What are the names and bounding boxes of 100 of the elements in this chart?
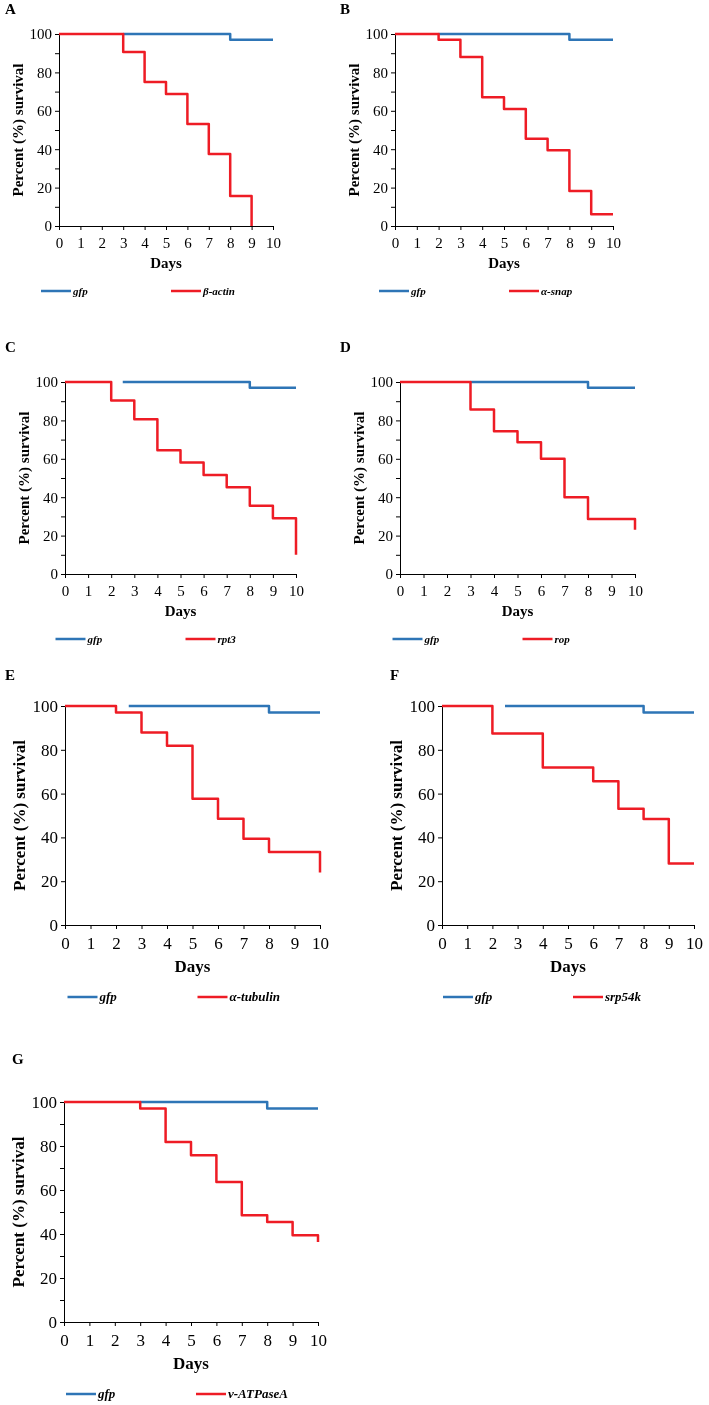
y-tick-label: 80 — [418, 740, 435, 760]
x-tick-label: 8 — [226, 235, 235, 251]
legend-label: gfp — [72, 285, 89, 297]
x-tick-label: 5 — [514, 583, 522, 599]
y-tick-label: 60 — [40, 1180, 57, 1200]
y-tick-label: 60 — [373, 103, 388, 120]
x-tick-label: 7 — [614, 934, 624, 953]
legend-label: α-snap — [541, 285, 573, 297]
y-axis-title: Percent (%) survival — [16, 411, 33, 545]
y-tick-label: 100 — [31, 1092, 57, 1112]
x-tick-label: 0 — [438, 934, 447, 953]
x-tick-label: 9 — [665, 934, 674, 953]
legend-label: v-ATPaseA — [228, 1386, 289, 1401]
x-tick-label: 2 — [488, 934, 498, 953]
x-tick-label: 3 — [513, 934, 523, 953]
x-tick-label: 4 — [163, 934, 173, 953]
x-tick-label: 10 — [310, 1331, 327, 1350]
x-tick-label: 0 — [61, 583, 70, 599]
y-tick-label: 0 — [385, 566, 393, 583]
y-tick-label: 20 — [40, 1268, 57, 1288]
y-tick-label: 40 — [378, 489, 393, 506]
legend-label: gfp — [474, 989, 493, 1004]
x-tick-label: 6 — [537, 583, 546, 599]
x-axis-title: Days — [174, 957, 211, 976]
y-tick-label: 80 — [378, 412, 393, 429]
legend-label: gfp — [423, 633, 440, 645]
chart-title: D — [340, 339, 351, 355]
x-tick-label: 2 — [443, 583, 452, 599]
x-tick-label: 4 — [141, 235, 150, 251]
legend-label: β-actin — [202, 285, 235, 297]
x-tick-label: 3 — [131, 583, 139, 599]
x-tick-label: 6 — [200, 583, 209, 599]
x-axis-title: Days — [501, 603, 534, 619]
chart-title: G — [12, 1051, 24, 1067]
x-tick-label: 9 — [288, 1331, 298, 1350]
x-tick-label: 0 — [396, 583, 405, 599]
chart-title: F — [390, 667, 400, 683]
y-tick-label: 40 — [41, 828, 58, 848]
y-tick-label: 100 — [32, 696, 58, 716]
y-tick-label: 40 — [37, 141, 52, 158]
y-axis-title: Percent (%) survival — [346, 63, 363, 197]
y-tick-label: 40 — [373, 141, 388, 158]
x-axis-title: Days — [173, 1354, 210, 1373]
x-tick-label: 6 — [212, 1331, 222, 1350]
x-tick-label: 5 — [188, 934, 198, 953]
x-tick-label: 3 — [467, 583, 475, 599]
legend-label: srp54k — [604, 989, 642, 1004]
x-tick-label: 5 — [564, 934, 573, 953]
y-tick-label: 20 — [37, 179, 52, 196]
x-tick-label: 4 — [161, 1331, 171, 1350]
x-tick-label: 7 — [239, 934, 249, 953]
y-tick-label: 40 — [40, 1224, 57, 1244]
x-tick-label: 3 — [137, 934, 147, 953]
x-tick-label: 1 — [463, 934, 472, 953]
y-tick-label: 80 — [40, 1136, 57, 1156]
x-tick-label: 7 — [223, 583, 232, 599]
y-tick-label: 80 — [43, 412, 58, 429]
x-tick-label: 8 — [566, 235, 574, 251]
legend-label: rpt3 — [217, 633, 237, 645]
y-tick-label: 0 — [48, 1312, 57, 1332]
y-tick-label: 20 — [418, 872, 435, 892]
x-tick-label: 1 — [85, 1331, 95, 1350]
y-tick-label: 20 — [378, 527, 393, 544]
y-tick-label: 0 — [426, 915, 435, 935]
x-tick-label: 6 — [522, 235, 531, 251]
x-axis-title: Days — [550, 957, 587, 976]
x-tick-label: 8 — [584, 583, 593, 599]
y-tick-label: 100 — [365, 26, 388, 43]
x-tick-label: 3 — [119, 235, 128, 251]
y-tick-label: 0 — [380, 218, 388, 235]
chart-title: E — [5, 667, 16, 683]
x-tick-label: 7 — [561, 583, 570, 599]
x-tick-label: 1 — [86, 934, 96, 953]
x-tick-label: 9 — [248, 235, 256, 251]
y-tick-label: 60 — [41, 784, 58, 804]
x-tick-label: 2 — [435, 235, 443, 251]
legend-label: rop — [554, 633, 571, 645]
y-tick-label: 60 — [378, 451, 393, 468]
x-tick-label: 10 — [628, 583, 643, 599]
x-tick-label: 10 — [686, 934, 703, 953]
x-tick-label: 6 — [184, 235, 193, 251]
y-tick-label: 40 — [418, 828, 435, 848]
y-tick-label: 20 — [41, 872, 58, 892]
x-tick-label: 0 — [61, 934, 70, 953]
y-axis-title: Percent (%) survival — [9, 1136, 28, 1288]
y-tick-label: 80 — [373, 64, 388, 81]
x-tick-label: 7 — [544, 235, 553, 251]
x-tick-label: 2 — [111, 1331, 120, 1350]
y-tick-label: 100 — [370, 374, 393, 391]
x-tick-label: 4 — [539, 934, 549, 953]
x-tick-label: 9 — [587, 235, 596, 251]
y-tick-label: 100 — [35, 374, 58, 391]
x-tick-label: 1 — [420, 583, 428, 599]
x-tick-label: 10 — [606, 235, 621, 251]
x-tick-label: 10 — [266, 235, 281, 251]
y-tick-label: 80 — [41, 740, 58, 760]
chart-title: A — [5, 1, 16, 17]
x-tick-label: 10 — [289, 583, 304, 599]
y-axis-title: Percent (%) survival — [10, 739, 29, 891]
legend-label: gfp — [410, 285, 427, 297]
